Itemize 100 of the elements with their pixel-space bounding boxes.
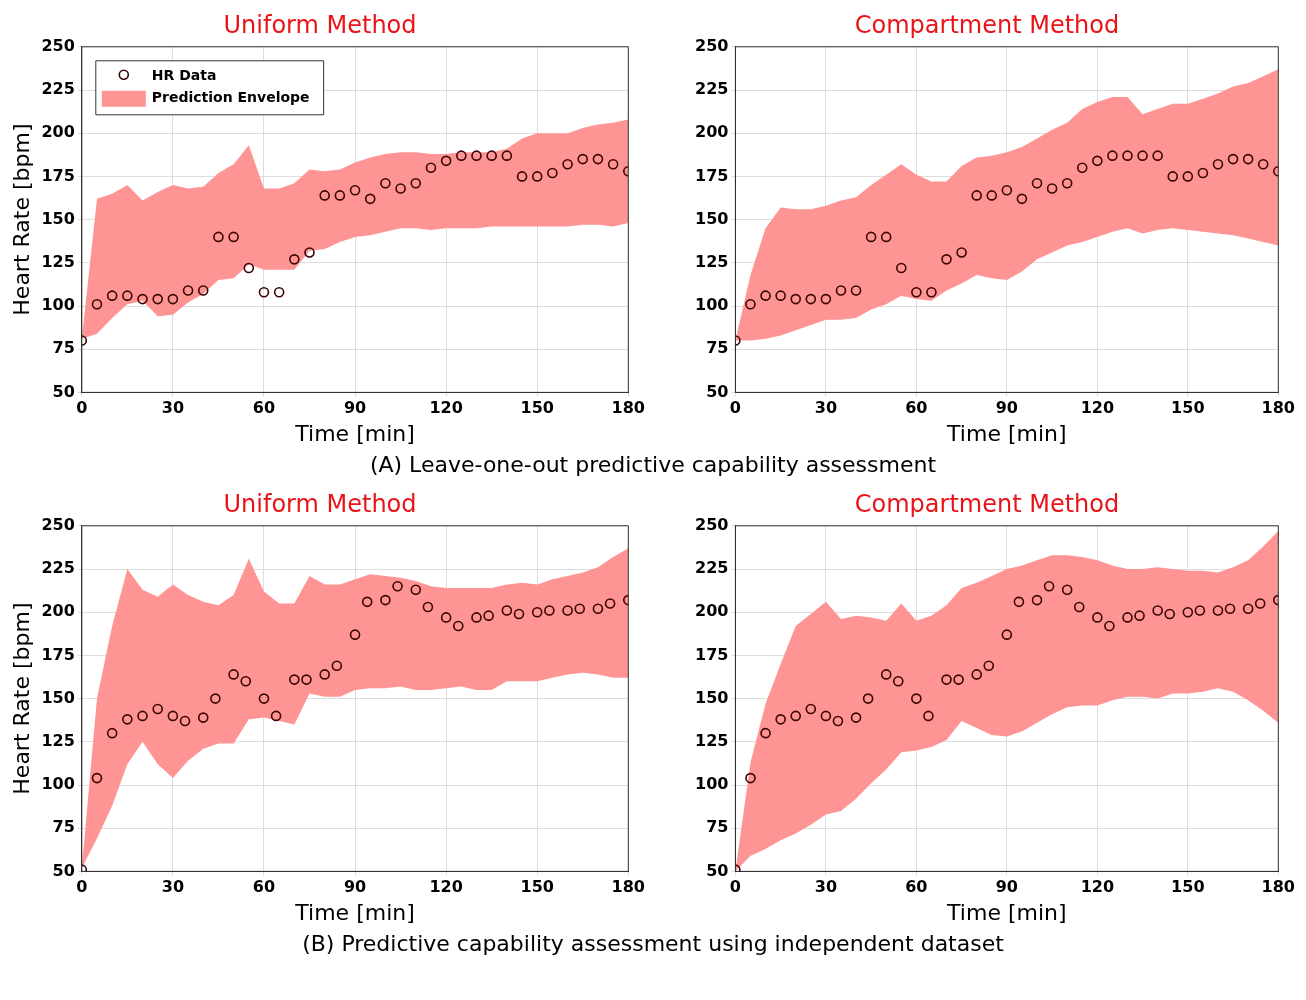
point [923,710,934,722]
point [501,150,513,161]
point [471,612,482,623]
point [137,710,148,722]
y-axis-title: Heart Rate [bpm] [8,123,34,316]
point [289,674,300,685]
point [513,608,525,620]
y-tick-label: 125 [694,730,729,750]
point [1152,605,1163,616]
x-axis-title: Time [min] [946,420,1067,446]
y-tick-label: 125 [694,251,729,271]
point [106,290,118,301]
point [1122,612,1133,623]
point [1242,153,1254,165]
y-tick-label: 150 [41,208,75,228]
x-tick-label: 150 [520,877,554,897]
point [1104,620,1115,632]
y-tick-label: 100 [41,295,75,315]
point [574,603,586,615]
point [926,286,937,298]
point [349,629,361,640]
y-tick-label: 100 [694,774,729,794]
point [1092,155,1103,167]
point [941,674,952,685]
point [790,710,802,722]
point [213,231,224,243]
point [1016,193,1028,205]
chart-title: Compartment Method [854,10,1120,39]
point [850,712,862,723]
x-tick-label: 180 [1261,877,1295,897]
x-tick-label: 60 [252,877,276,897]
point [380,594,391,606]
point [425,162,437,174]
y-tick-label: 150 [41,687,75,707]
point [892,676,904,687]
y-tick-label: 75 [706,817,729,837]
point [1197,167,1209,179]
point [152,703,163,715]
point [592,603,604,615]
point [820,710,832,722]
x-tick-label: 30 [161,398,185,418]
point [956,247,967,258]
point [805,293,817,305]
point [775,290,786,301]
point [270,710,282,722]
point [106,727,118,739]
y-tick-label: 200 [694,601,729,621]
y-tick-label: 150 [694,208,729,228]
point [273,286,285,298]
point [544,605,555,616]
point [334,190,346,201]
point [880,669,892,680]
point [1107,150,1118,161]
x-tick-label: 0 [76,877,88,897]
point [179,715,191,727]
point [304,247,315,258]
x-tick-label: 30 [814,877,838,897]
x-tick-label: 150 [1171,398,1205,418]
point [486,150,497,161]
point [895,262,907,274]
y-tick-label: 200 [694,122,729,142]
point [1001,184,1013,196]
x-tick-label: 120 [1080,398,1115,418]
point [1134,610,1145,621]
point [1242,603,1254,615]
point [361,596,373,608]
chart-title: Compartment Method [854,489,1120,518]
point [775,714,786,725]
legend-label: HR Data [151,67,217,84]
point [91,772,103,784]
point [452,620,464,632]
point [349,184,361,196]
point [941,254,952,265]
y-tick-label: 200 [41,601,75,621]
point [1254,598,1266,609]
point [395,183,406,194]
y-tick-label: 250 [41,514,75,534]
point [1031,594,1043,606]
point [319,190,330,201]
point [1212,605,1224,616]
point [258,693,270,704]
point [1194,605,1206,616]
point [240,676,252,687]
point [319,669,330,680]
point [243,262,255,274]
point [1152,150,1163,161]
point [1061,584,1073,596]
point [258,286,270,298]
text: (A) Leave-one-out predictive capability assessment [368,452,938,477]
point [760,290,771,301]
x-tick-label: 30 [161,877,185,897]
point [422,601,434,613]
x-tick-label: 180 [1261,398,1295,418]
point [971,190,982,201]
point [911,286,922,298]
y-tick-label: 175 [41,165,75,185]
point [440,155,452,167]
point [167,710,179,722]
legend-label: Prediction Envelope [151,89,310,106]
x-tick-label: 60 [252,398,276,418]
